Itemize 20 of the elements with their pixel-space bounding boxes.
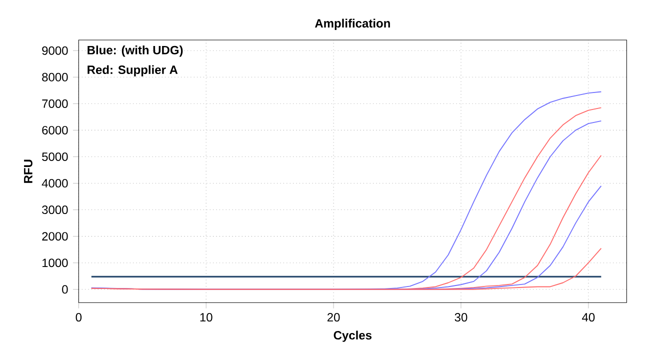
x-tick-label: 20 <box>327 313 340 322</box>
x-tick-label: 40 <box>582 313 595 322</box>
y-tick-label: 0 <box>62 285 68 294</box>
x-tick-label: 30 <box>454 313 468 322</box>
y-tick-label: 9000 <box>42 46 68 55</box>
annotation: Red: Supplier A <box>88 65 178 76</box>
annotation: Blue: (with UDG) <box>88 46 183 57</box>
x-tick-label: 10 <box>200 313 212 322</box>
y-tick-label: 2000 <box>42 232 68 241</box>
y-tick-label: 6000 <box>42 126 68 134</box>
y-tick-label: 4000 <box>42 179 68 188</box>
y-tick-label: 5000 <box>42 152 68 161</box>
y-tick-label: 1000 <box>42 258 68 268</box>
y-tick-label: 8000 <box>42 72 68 82</box>
y-tick-label: 3000 <box>42 206 68 214</box>
y-axis-title: RFU <box>24 160 32 183</box>
chart-title: Amplification <box>314 18 390 30</box>
y-tick-label: 7000 <box>42 99 68 108</box>
x-tick-label: 0 <box>76 313 82 322</box>
x-axis-title: Cycles <box>334 330 372 342</box>
